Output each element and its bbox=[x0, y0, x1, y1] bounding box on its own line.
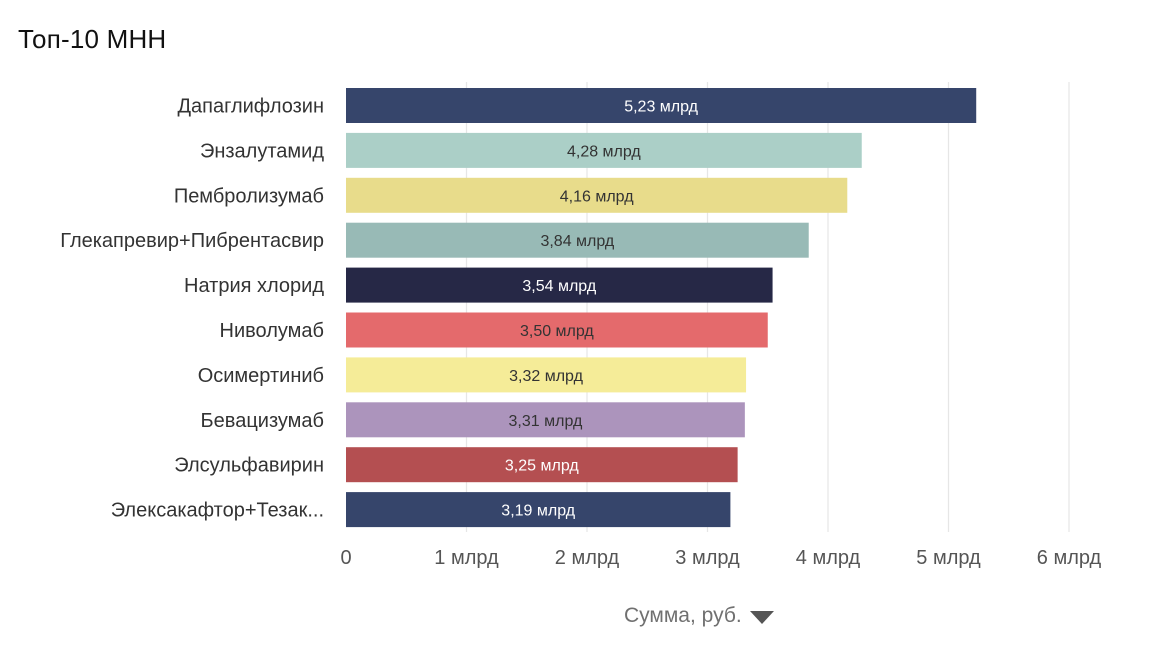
category-label: Дапаглифлозин bbox=[177, 96, 324, 118]
category-label: Пембролизумаб bbox=[174, 185, 324, 207]
measure-selector[interactable]: Сумма, руб. bbox=[624, 604, 774, 628]
bars: 5,23 млрд 4,28 млрд 4,16 млрд 3,84 млрд 3,54… bbox=[346, 88, 977, 528]
x-tick-label: 6 млрд bbox=[1037, 547, 1102, 569]
category-label: Ниволумаб bbox=[220, 320, 324, 342]
x-tick-label: 4 млрд bbox=[796, 547, 861, 569]
bar-value-label: 3,31 млрд bbox=[509, 413, 583, 430]
bar-value-label: 3,54 млрд bbox=[522, 278, 596, 295]
bar[interactable] bbox=[346, 447, 738, 483]
category-label: Натрия хлорид bbox=[184, 275, 324, 297]
bar-value-label: 3,50 млрд bbox=[520, 323, 594, 340]
x-tick-label: 1 млрд bbox=[434, 547, 499, 569]
bar-value-label: 3,84 млрд bbox=[540, 233, 614, 250]
bar-value-label: 3,25 млрд bbox=[505, 458, 579, 475]
bar-value-label: 5,23 млрд bbox=[624, 99, 698, 116]
x-axis-tick-labels: 0 1 млрд 2 млрд 3 млрд 4 млрд 5 млрд 6 млрд bbox=[340, 547, 1101, 569]
category-label: Элсульфавирин bbox=[174, 455, 324, 477]
bar[interactable] bbox=[346, 267, 773, 303]
bar-value-label: 3,19 млрд bbox=[501, 503, 575, 520]
category-label: Элексакафтор+Тезак... bbox=[111, 500, 324, 522]
bar[interactable] bbox=[346, 402, 745, 438]
bar[interactable] bbox=[346, 177, 848, 213]
category-label: Глекапревир+Пибрентасвир bbox=[60, 230, 324, 252]
bar[interactable] bbox=[346, 312, 768, 348]
chart-title: Топ-10 МНН bbox=[18, 24, 167, 54]
bar-value-label: 4,28 млрд bbox=[567, 143, 641, 160]
x-tick-label: 2 млрд bbox=[555, 547, 620, 569]
bar[interactable] bbox=[346, 132, 862, 168]
bar[interactable] bbox=[346, 492, 731, 528]
bar-chart: 5,23 млрд 4,28 млрд 4,16 млрд 3,84 млрд 3,54… bbox=[60, 82, 1102, 569]
category-labels: Дапаглифлозин Энзалутамид Пембролизумаб Гле… bbox=[60, 96, 324, 522]
x-tick-label: 0 bbox=[340, 547, 351, 569]
bar[interactable] bbox=[346, 357, 747, 393]
x-tick-label: 3 млрд bbox=[675, 547, 740, 569]
bar[interactable] bbox=[346, 222, 809, 258]
category-label: Бевацизумаб bbox=[201, 410, 324, 432]
bar[interactable] bbox=[346, 88, 977, 123]
bar-value-label: 4,16 млрд bbox=[560, 188, 634, 205]
category-label: Осимертиниб bbox=[198, 365, 324, 387]
bar-value-label: 3,32 млрд bbox=[509, 368, 583, 385]
x-axis-title: Сумма, руб. bbox=[624, 604, 742, 627]
category-label: Энзалутамид bbox=[200, 140, 324, 162]
x-tick-label: 5 млрд bbox=[916, 547, 981, 569]
caret-down-icon bbox=[749, 610, 774, 624]
